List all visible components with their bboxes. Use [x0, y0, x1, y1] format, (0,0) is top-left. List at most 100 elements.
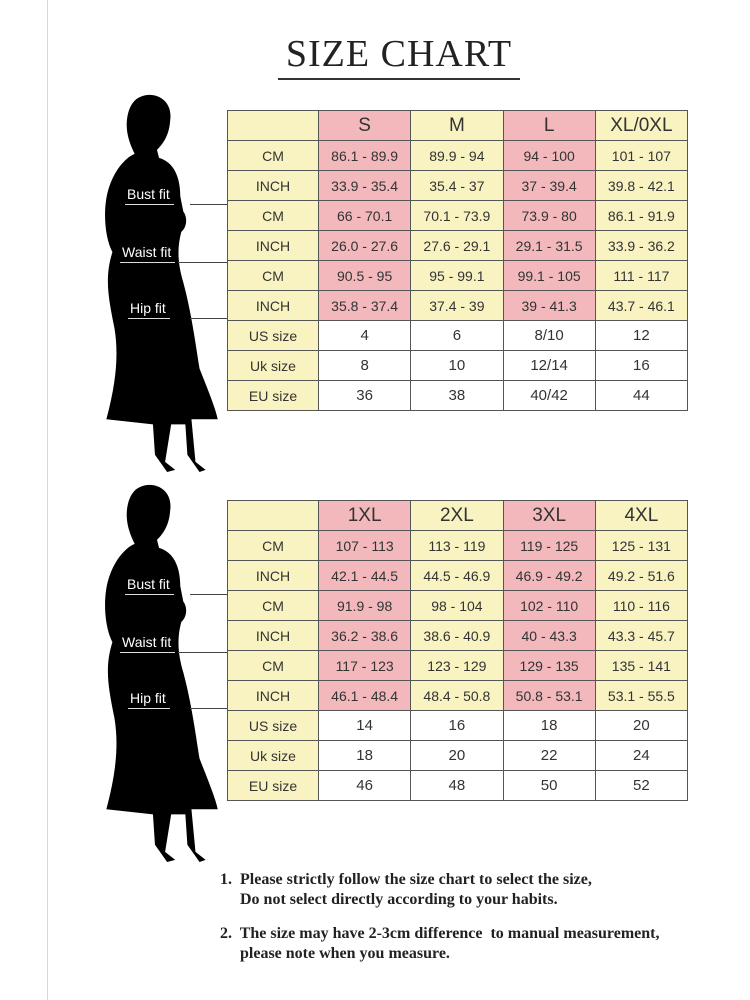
table-row: INCH 42.1 - 44.5 44.5 - 46.9 46.9 - 49.2 49.… — [227, 560, 689, 591]
page-border — [47, 0, 750, 1000]
bust-connector-line — [190, 204, 227, 205]
size-header: 1XL — [317, 500, 412, 531]
waist-fit-label: Waist fit — [120, 244, 176, 263]
size-header: 4XL — [594, 500, 689, 531]
table-cell: 8/10 — [502, 320, 596, 351]
table-cell: 36 — [317, 380, 412, 411]
table-cell: 70.1 - 73.9 — [410, 200, 504, 231]
table-row: INCH 35.8 - 37.4 37.4 - 39 39 - 41.3 43.7 - … — [227, 290, 689, 321]
hip-fit-label: Hip fit — [128, 690, 170, 709]
table-cell: 10 — [410, 350, 504, 381]
notes: 1. Please strictly follow the size chart… — [220, 870, 659, 978]
table-cell: 90.5 - 95 — [317, 260, 412, 291]
table-cell: 48 — [410, 770, 504, 801]
table-cell: 26.0 - 27.6 — [317, 230, 412, 261]
table-cell: 91.9 - 98 — [317, 590, 412, 621]
note-2: 2. The size may have 2-3cm difference to… — [220, 925, 660, 962]
hip-connector-line — [190, 318, 227, 319]
table-cell: 53.1 - 55.5 — [594, 680, 689, 711]
row-label: INCH — [227, 290, 319, 321]
bust-connector-line — [190, 594, 227, 595]
hip-connector-line — [190, 708, 227, 709]
table-cell: 22 — [502, 740, 596, 771]
table-row: Uk size 18 20 22 24 — [227, 740, 689, 771]
size-header-row: S M L XL/0XL — [227, 110, 689, 141]
table-cell: 101 - 107 — [594, 140, 689, 171]
table-cell: 29.1 - 31.5 — [502, 230, 596, 261]
table-cell: 66 - 70.1 — [317, 200, 412, 231]
row-label: Uk size — [227, 740, 319, 771]
row-label: US size — [227, 710, 319, 741]
table-cell: 35.4 - 37 — [410, 170, 504, 201]
row-label: INCH — [227, 170, 319, 201]
table-cell: 119 - 125 — [502, 530, 596, 561]
table-row: INCH 26.0 - 27.6 27.6 - 29.1 29.1 - 31.5 33.… — [227, 230, 689, 261]
table-cell: 16 — [594, 350, 689, 381]
table-cell: 24 — [594, 740, 689, 771]
table-row: US size 14 16 18 20 — [227, 710, 689, 741]
table-cell: 20 — [410, 740, 504, 771]
bust-fit-label: Bust fit — [125, 576, 174, 595]
table-cell: 50 — [502, 770, 596, 801]
table-cell: 113 - 119 — [410, 530, 504, 561]
table-cell: 18 — [502, 710, 596, 741]
table-cell: 36.2 - 38.6 — [317, 620, 412, 651]
size-header: M — [410, 110, 504, 141]
table-cell: 117 - 123 — [317, 650, 412, 681]
table-cell: 33.9 - 36.2 — [594, 230, 689, 261]
size-header: 2XL — [410, 500, 504, 531]
table-row: EU size 46 48 50 52 — [227, 770, 689, 801]
woman-silhouette — [90, 85, 225, 475]
row-label: CM — [227, 200, 319, 231]
table-cell: 40/42 — [502, 380, 596, 411]
size-header-row: 1XL 2XL 3XL 4XL — [227, 500, 689, 531]
table-cell: 125 - 131 — [594, 530, 689, 561]
table-cell: 94 - 100 — [502, 140, 596, 171]
row-label: INCH — [227, 680, 319, 711]
bust-fit-label: Bust fit — [125, 186, 174, 205]
table-cell: 37 - 39.4 — [502, 170, 596, 201]
waist-connector-line — [178, 652, 227, 653]
table-row: CM 107 - 113 113 - 119 119 - 125 125 - 131 — [227, 530, 689, 561]
size-header: 3XL — [502, 500, 596, 531]
table-row: CM 86.1 - 89.9 89.9 - 94 94 - 100 101 - 107 — [227, 140, 689, 171]
table-cell: 99.1 - 105 — [502, 260, 596, 291]
corner-cell — [227, 500, 319, 531]
table-cell: 4 — [317, 320, 412, 351]
table-cell: 33.9 - 35.4 — [317, 170, 412, 201]
table-cell: 107 - 113 — [317, 530, 412, 561]
table-cell: 46.1 - 48.4 — [317, 680, 412, 711]
table-cell: 38 — [410, 380, 504, 411]
table-row: CM 117 - 123 123 - 129 129 - 135 135 - 141 — [227, 650, 689, 681]
row-label: EU size — [227, 380, 319, 411]
woman-silhouette — [90, 475, 225, 865]
table-row: INCH 46.1 - 48.4 48.4 - 50.8 50.8 - 53.1 53.… — [227, 680, 689, 711]
note-1: 1. Please strictly follow the size chart… — [220, 871, 592, 908]
table-row: INCH 36.2 - 38.6 38.6 - 40.9 40 - 43.3 43.3 … — [227, 620, 689, 651]
size-header: XL/0XL — [594, 110, 689, 141]
table-cell: 20 — [594, 710, 689, 741]
table-cell: 135 - 141 — [594, 650, 689, 681]
table-cell: 49.2 - 51.6 — [594, 560, 689, 591]
table-cell: 111 - 117 — [594, 260, 689, 291]
table-cell: 14 — [317, 710, 412, 741]
table-cell: 52 — [594, 770, 689, 801]
table-cell: 129 - 135 — [502, 650, 596, 681]
table-cell: 37.4 - 39 — [410, 290, 504, 321]
hip-fit-label: Hip fit — [128, 300, 170, 319]
page-title: SIZE CHART — [285, 33, 513, 75]
table-cell: 44.5 - 46.9 — [410, 560, 504, 591]
row-label: CM — [227, 530, 319, 561]
table-cell: 89.9 - 94 — [410, 140, 504, 171]
size-header: S — [317, 110, 412, 141]
table-cell: 50.8 - 53.1 — [502, 680, 596, 711]
row-label: INCH — [227, 560, 319, 591]
row-label: EU size — [227, 770, 319, 801]
table-row: EU size 36 38 40/42 44 — [227, 380, 689, 411]
table-cell: 123 - 129 — [410, 650, 504, 681]
size-header: L — [502, 110, 596, 141]
table-cell: 48.4 - 50.8 — [410, 680, 504, 711]
table-cell: 110 - 116 — [594, 590, 689, 621]
row-label: CM — [227, 140, 319, 171]
table-cell: 102 - 110 — [502, 590, 596, 621]
